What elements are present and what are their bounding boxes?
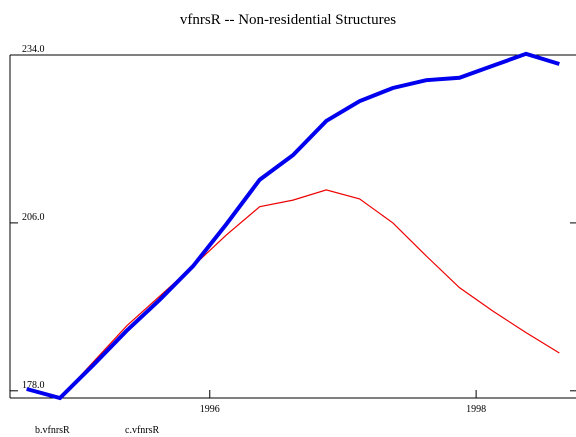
y-tick-label: 234.0 xyxy=(22,44,45,55)
legend-label: b.vfnrsR xyxy=(35,425,70,436)
legend-label: c.vfnrsR xyxy=(125,425,159,436)
y-tick-label: 178.0 xyxy=(22,380,45,391)
x-tick-label: 1998 xyxy=(466,404,486,415)
x-tick-label: 1996 xyxy=(200,404,220,415)
chart-title: vfnrsR -- Non-residential Structures xyxy=(180,12,396,28)
series-line xyxy=(26,189,560,399)
y-tick-label: 206.0 xyxy=(22,212,45,223)
series-line xyxy=(26,51,560,401)
